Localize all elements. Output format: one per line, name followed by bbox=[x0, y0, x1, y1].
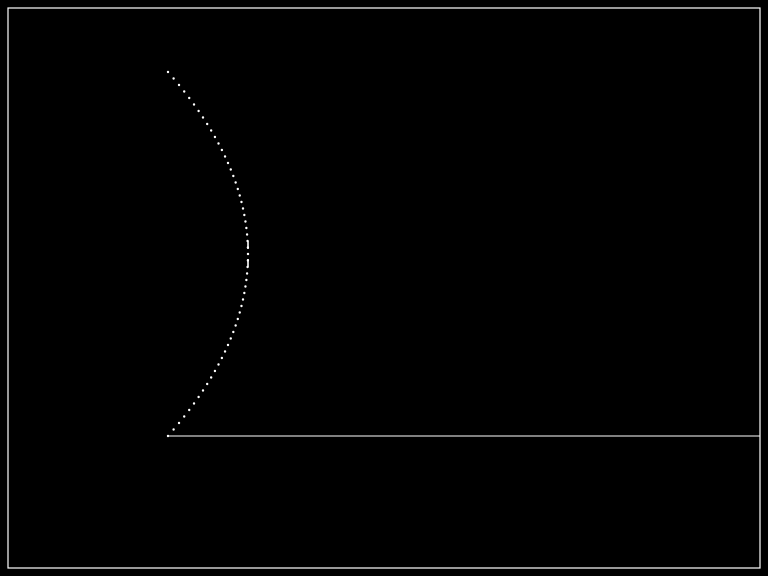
arc-dot bbox=[183, 90, 185, 92]
arc-dot bbox=[239, 194, 241, 196]
arc-dot bbox=[188, 409, 190, 411]
arc-dot bbox=[247, 253, 249, 255]
arc-dot bbox=[221, 357, 223, 359]
arc-dot bbox=[210, 376, 212, 378]
arc-dot bbox=[237, 318, 239, 320]
arc-dot bbox=[188, 97, 190, 99]
arc-dot bbox=[243, 292, 245, 294]
arc-dot bbox=[246, 272, 248, 274]
figure-canvas bbox=[0, 0, 768, 576]
arc-dot bbox=[224, 155, 226, 157]
arc-dot bbox=[237, 188, 239, 190]
arc-dot bbox=[167, 71, 169, 73]
arc-dot bbox=[210, 129, 212, 131]
arc-dot bbox=[172, 428, 174, 430]
arc-dot bbox=[197, 110, 199, 112]
arc-dot bbox=[240, 305, 242, 307]
arc-dot bbox=[172, 77, 174, 79]
arc-dot bbox=[246, 233, 248, 235]
arc-dot bbox=[244, 285, 246, 287]
arc-dot bbox=[232, 331, 234, 333]
arc-dot bbox=[178, 84, 180, 86]
arc-dot bbox=[245, 279, 247, 281]
arc-dot bbox=[217, 363, 219, 365]
arc-dot bbox=[202, 116, 204, 118]
arc-dot bbox=[245, 227, 247, 229]
arc-dot bbox=[206, 383, 208, 385]
outer-frame bbox=[8, 8, 760, 568]
arc-dot bbox=[214, 136, 216, 138]
arc-dot bbox=[240, 201, 242, 203]
arc-dot bbox=[167, 435, 169, 437]
arc-dot bbox=[230, 168, 232, 170]
arc-dot bbox=[183, 415, 185, 417]
arc-dot bbox=[217, 142, 219, 144]
arc-dot bbox=[193, 103, 195, 105]
arc-dot bbox=[206, 123, 208, 125]
arc-dot bbox=[243, 214, 245, 216]
arc-dot bbox=[234, 324, 236, 326]
arc-dot bbox=[242, 298, 244, 300]
arc-dot bbox=[227, 344, 229, 346]
arc-dot bbox=[178, 422, 180, 424]
arc-dot bbox=[202, 389, 204, 391]
arc-dot bbox=[221, 149, 223, 151]
arc-dot bbox=[242, 207, 244, 209]
arc-dot bbox=[214, 370, 216, 372]
arc-dot bbox=[234, 181, 236, 183]
arc-dot bbox=[227, 162, 229, 164]
arc-dot bbox=[244, 220, 246, 222]
dotted-arc bbox=[167, 71, 249, 437]
arc-dot bbox=[193, 402, 195, 404]
arc-dot bbox=[197, 396, 199, 398]
arc-dot bbox=[230, 337, 232, 339]
arc-dot bbox=[239, 311, 241, 313]
arc-dot bbox=[232, 175, 234, 177]
arc-dot bbox=[224, 350, 226, 352]
